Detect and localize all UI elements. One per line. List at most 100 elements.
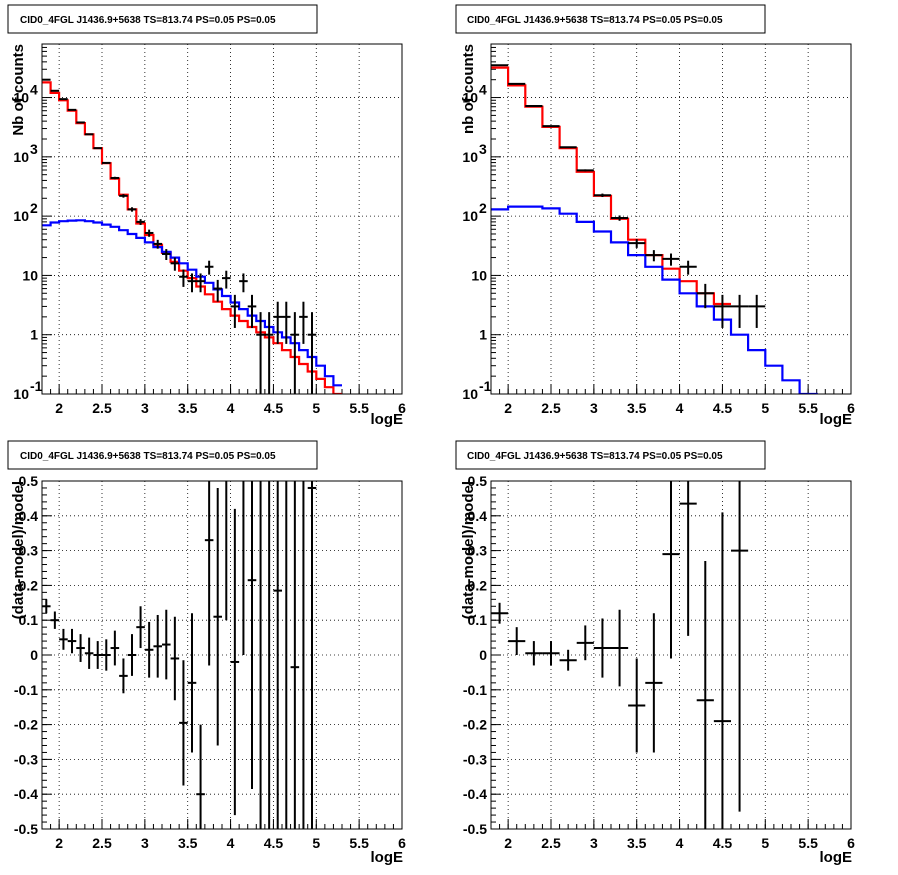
y-tick-label: 0.1 bbox=[19, 612, 39, 628]
data-layer bbox=[42, 481, 317, 829]
x-tick-label: 6 bbox=[847, 400, 855, 416]
y-tick-label: -0.4 bbox=[463, 786, 487, 802]
panel-3: CID0_4FGL J1436.9+5638 TS=813.74 PS=0.05… bbox=[7, 440, 406, 866]
y-tick-label: 10 bbox=[22, 267, 38, 283]
x-tick-label: 4 bbox=[227, 400, 235, 416]
x-tick-label: 4.5 bbox=[264, 835, 284, 851]
panel-1: CID0_4FGL J1436.9+5638 TS=813.74 PS=0.05… bbox=[7, 4, 406, 428]
panel-4: CID0_4FGL J1436.9+5638 TS=813.74 PS=0.05… bbox=[455, 440, 855, 866]
panel-4-title-box bbox=[455, 440, 766, 470]
x-tick-label: 6 bbox=[847, 835, 855, 851]
y-tick-exponent: 3 bbox=[479, 141, 487, 157]
data-layer bbox=[491, 64, 818, 394]
x-tick-label: 4.5 bbox=[713, 835, 733, 851]
x-tick-label: 5.5 bbox=[798, 835, 818, 851]
x-tick-label: 2 bbox=[55, 835, 63, 851]
data-layer bbox=[491, 481, 749, 829]
y-tick-label: -0.1 bbox=[463, 682, 487, 698]
y-tick-label: 0.5 bbox=[468, 473, 488, 489]
y-tick-label: 10 bbox=[462, 149, 478, 165]
plot-area bbox=[42, 44, 402, 394]
y-tick-label: 0.3 bbox=[468, 543, 488, 559]
panel-4-title: CID0_4FGL J1436.9+5638 TS=813.74 PS=0.05… bbox=[467, 451, 723, 462]
panel-2: CID0_4FGL J1436.9+5638 TS=813.74 PS=0.05… bbox=[455, 4, 855, 428]
x-tick-label: 3.5 bbox=[178, 835, 198, 851]
y-tick-label: 1 bbox=[30, 327, 38, 343]
y-tick-label: 0.2 bbox=[468, 577, 488, 593]
panel-4-xlabel: logE bbox=[820, 849, 853, 866]
y-tick-exponent: 3 bbox=[30, 141, 38, 157]
x-tick-label: 6 bbox=[398, 400, 406, 416]
plot-frame bbox=[41, 480, 403, 830]
y-tick-label: -0.5 bbox=[14, 821, 38, 837]
y-tick-label: 10 bbox=[13, 208, 29, 224]
y-tick-label: -0.4 bbox=[14, 786, 38, 802]
y-tick-exponent: -1 bbox=[30, 378, 43, 394]
model-background-line bbox=[491, 205, 818, 394]
panel-4-ylabel: (data-model)/model bbox=[460, 481, 477, 619]
y-tick-exponent: 4 bbox=[30, 82, 38, 98]
x-tick-label: 4.5 bbox=[713, 400, 733, 416]
y-tick-label: 0 bbox=[30, 647, 38, 663]
y-tick-label: 0.1 bbox=[468, 612, 488, 628]
x-tick-label: 5.5 bbox=[349, 400, 369, 416]
y-tick-label: 10 bbox=[13, 90, 29, 106]
x-tick-label: 4 bbox=[676, 400, 684, 416]
x-tick-label: 3 bbox=[590, 400, 598, 416]
y-tick-exponent: 2 bbox=[30, 200, 38, 216]
panel-1-title: CID0_4FGL J1436.9+5638 TS=813.74 PS=0.05… bbox=[20, 15, 276, 26]
x-tick-label: 4.5 bbox=[264, 400, 284, 416]
y-tick-label: 0.2 bbox=[19, 577, 39, 593]
y-tick-label: -0.1 bbox=[14, 682, 38, 698]
y-tick-label: 10 bbox=[13, 386, 29, 402]
x-tick-label: 3.5 bbox=[178, 400, 198, 416]
x-tick-label: 3.5 bbox=[627, 835, 647, 851]
x-tick-label: 5 bbox=[312, 400, 320, 416]
y-tick-label: 0.5 bbox=[19, 473, 39, 489]
x-tick-label: 2.5 bbox=[541, 835, 561, 851]
y-tick-label: 10 bbox=[462, 386, 478, 402]
y-tick-label: 10 bbox=[462, 90, 478, 106]
x-tick-label: 3 bbox=[590, 835, 598, 851]
y-tick-exponent: 2 bbox=[479, 200, 487, 216]
panel-1-ylabel: Nb of counts bbox=[10, 44, 27, 136]
plot-area bbox=[491, 44, 851, 394]
x-tick-label: 2 bbox=[55, 400, 63, 416]
panel-2-title-box bbox=[455, 4, 766, 34]
x-tick-label: 6 bbox=[398, 835, 406, 851]
x-tick-label: 5.5 bbox=[798, 400, 818, 416]
y-tick-label: 1 bbox=[479, 327, 487, 343]
x-tick-label: 5 bbox=[761, 400, 769, 416]
y-tick-label: 0 bbox=[479, 647, 487, 663]
x-tick-label: 5 bbox=[761, 835, 769, 851]
x-tick-label: 4 bbox=[676, 835, 684, 851]
y-tick-label: -0.2 bbox=[463, 717, 487, 733]
x-tick-label: 4 bbox=[227, 835, 235, 851]
y-tick-label: -0.2 bbox=[14, 717, 38, 733]
panel-1-title-box bbox=[7, 4, 318, 34]
y-tick-label: 10 bbox=[13, 149, 29, 165]
y-tick-label: 0.3 bbox=[19, 543, 39, 559]
panel-3-xlabel: logE bbox=[371, 849, 404, 866]
panel-2-xlabel: logE bbox=[820, 411, 853, 428]
x-tick-label: 2.5 bbox=[92, 835, 112, 851]
y-tick-exponent: -1 bbox=[479, 378, 492, 394]
panel-4-plot: 2 2.5 3 3.5 4 4.5 5 5.5 6 -0.5 -0.4 -0.3 -0.2 -0.1 0 0.… bbox=[463, 473, 855, 851]
x-tick-label: 3.5 bbox=[627, 400, 647, 416]
panel-2-ylabel: nb of counts bbox=[460, 44, 477, 134]
y-tick-label: -0.3 bbox=[14, 751, 38, 767]
y-tick-label: 10 bbox=[471, 267, 487, 283]
x-tick-label: 5.5 bbox=[349, 835, 369, 851]
y-tick-label: -0.5 bbox=[463, 821, 487, 837]
model-background-line bbox=[42, 219, 342, 387]
x-tick-label: 2 bbox=[504, 400, 512, 416]
panel-3-plot: 2 2.5 3 3.5 4 4.5 5 5.5 6 -0.5 -0.4 -0.3 -0.2 -0.1 0 0.… bbox=[14, 473, 406, 851]
x-tick-label: 5 bbox=[312, 835, 320, 851]
panel-3-title: CID0_4FGL J1436.9+5638 TS=813.74 PS=0.05… bbox=[20, 451, 276, 462]
x-tick-label: 3 bbox=[141, 835, 149, 851]
plot-frame bbox=[41, 43, 403, 395]
panel-1-xlabel: logE bbox=[371, 411, 404, 428]
